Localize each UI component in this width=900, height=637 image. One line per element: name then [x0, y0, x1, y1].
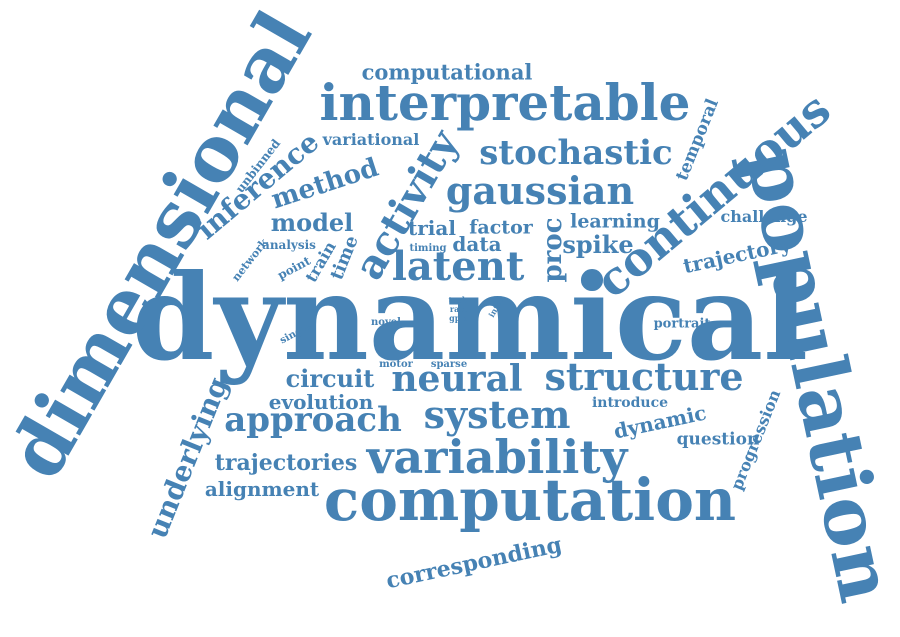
word-variability: variability [366, 430, 628, 484]
word-question: question [676, 429, 760, 450]
word-proc: proc [538, 217, 568, 283]
word-model: model [270, 208, 354, 237]
word-dynamical: dynamical [131, 248, 809, 387]
word-analysis: analysis [262, 238, 316, 252]
word-data: data [452, 232, 502, 256]
word-rate: rate [449, 304, 469, 314]
word-system: system [423, 392, 571, 437]
word-challenge: challenge [720, 207, 808, 226]
word-computation: computation [323, 466, 737, 534]
word-sparse: sparse [430, 359, 468, 370]
word-timing: timing [409, 243, 447, 254]
word-motor: motor [379, 359, 413, 370]
word-portrait: portrait [653, 316, 711, 332]
word-trial: trial [408, 216, 456, 240]
word-neural: neural [391, 358, 523, 400]
word-trajectories: trajectories [214, 450, 358, 476]
word-alignment: alignment [204, 477, 320, 501]
word-variational: variational [322, 130, 420, 149]
word-structure: structure [544, 354, 744, 399]
word-task: task [448, 295, 468, 305]
word-novel: novel [371, 317, 401, 328]
word-latent: latent [391, 243, 525, 290]
word-learning: learning [570, 210, 660, 233]
word-approach: approach [224, 400, 402, 440]
word-gpfa: gpfa [449, 313, 469, 323]
word-gaussian: gaussian [445, 168, 635, 213]
word-evolution: evolution [268, 390, 374, 414]
word-computational: computational [361, 59, 533, 85]
word-interpretable: interpretable [319, 73, 691, 132]
word-introduce: introduce [591, 395, 669, 411]
word-circuit: circuit [285, 364, 375, 393]
word-stochastic: stochastic [479, 133, 673, 173]
word-spike: spike [562, 230, 634, 259]
word-factor: factor [469, 216, 533, 239]
word-corresponding: corresponding [383, 531, 565, 595]
